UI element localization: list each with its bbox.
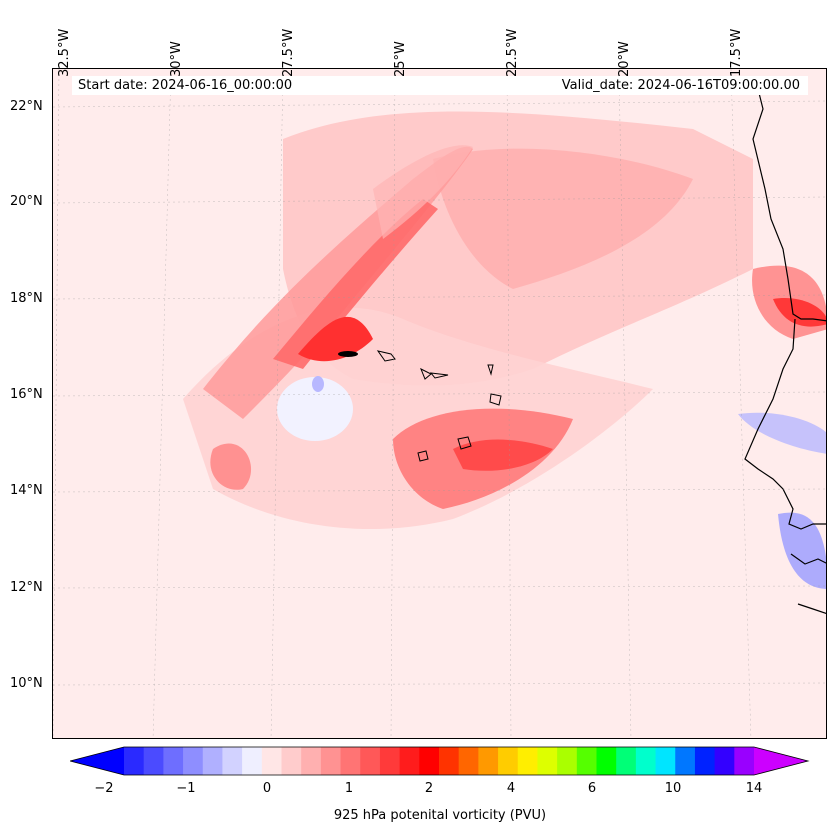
colorbar-outline — [70, 746, 810, 776]
lat-label-10n: 10°N — [10, 676, 43, 691]
lon-label-22-5w: 22.5°W — [505, 28, 520, 77]
colorbar-segment — [281, 747, 302, 775]
colorbar-segment — [439, 747, 460, 775]
colorbar — [70, 746, 810, 776]
colorbar-segment — [734, 747, 755, 775]
colorbar-extend-min — [70, 747, 124, 775]
colorbar-segment — [694, 747, 716, 775]
colorbar-segment — [340, 747, 361, 775]
lat-label-20n: 20°N — [10, 194, 43, 209]
date-header: Start date: 2024-06-16_00:00:00 Valid_da… — [72, 76, 808, 95]
lat-label-22n: 22°N — [10, 99, 43, 114]
colorbar-segment — [163, 747, 184, 775]
lat-label-14n: 14°N — [10, 483, 43, 498]
lon-label-27-5w: 27.5°W — [281, 28, 296, 77]
colorbar-segment — [399, 747, 420, 775]
cb-tick-label: −1 — [176, 781, 196, 796]
lon-label-20w: 20°W — [617, 41, 632, 77]
colorbar-segment — [458, 747, 479, 775]
pv-contour-map — [53, 69, 826, 738]
colorbar-segment — [517, 747, 538, 775]
colorbar-segment — [498, 747, 519, 775]
cb-tick-label: 14 — [745, 781, 763, 796]
map-panel — [52, 68, 827, 739]
colorbar-segment — [576, 747, 597, 775]
cb-tick-label: −2 — [94, 781, 114, 796]
colorbar-segment — [478, 747, 499, 775]
colorbar-segment — [143, 747, 164, 775]
colorbar-segment — [360, 747, 381, 775]
lat-label-18n: 18°N — [10, 291, 43, 306]
valid-date-text: Valid_date: 2024-06-16T09:00:00.00 — [561, 78, 800, 93]
cb-tick-label: 0 — [262, 781, 272, 796]
lat-label-16n: 16°N — [10, 387, 43, 402]
colorbar-segment — [124, 747, 145, 775]
colorbar-segment — [261, 747, 282, 775]
cb-tick-label: 2 — [424, 781, 434, 796]
colorbar-segment — [419, 747, 440, 775]
colorbar-segment — [655, 747, 676, 775]
colorbar-segment — [675, 747, 696, 775]
cb-tick-label: 4 — [506, 781, 516, 796]
colorbar-segment — [537, 747, 558, 775]
colorbar-segment — [379, 747, 401, 775]
lon-label-25w: 25°W — [393, 41, 408, 77]
cb-tick-label: 1 — [344, 781, 354, 796]
colorbar-segment — [222, 747, 243, 775]
colorbar-title: 925 hPa potenital vorticity (PVU) — [333, 808, 547, 823]
start-date-text: Start date: 2024-06-16_00:00:00 — [78, 78, 293, 93]
lon-label-32-5w: 32.5°W — [57, 28, 72, 77]
lon-label-17-5w: 17.5°W — [729, 28, 744, 77]
colorbar-segment — [320, 747, 342, 775]
colorbar-segment — [557, 747, 578, 775]
colorbar-segment — [635, 747, 657, 775]
colorbar-segment — [202, 747, 223, 775]
lon-label-30w: 30°W — [169, 41, 184, 77]
colorbar-segment — [301, 747, 322, 775]
cb-tick-label: 6 — [587, 781, 597, 796]
cb-tick-label: 10 — [664, 781, 682, 796]
colorbar-segment — [242, 747, 263, 775]
colorbar-segment — [596, 747, 617, 775]
colorbar-segment — [183, 747, 204, 775]
colorbar-extend-max — [754, 747, 808, 775]
lat-label-12n: 12°N — [10, 580, 43, 595]
colorbar-segment — [616, 747, 637, 775]
colorbar-segment — [714, 747, 735, 775]
